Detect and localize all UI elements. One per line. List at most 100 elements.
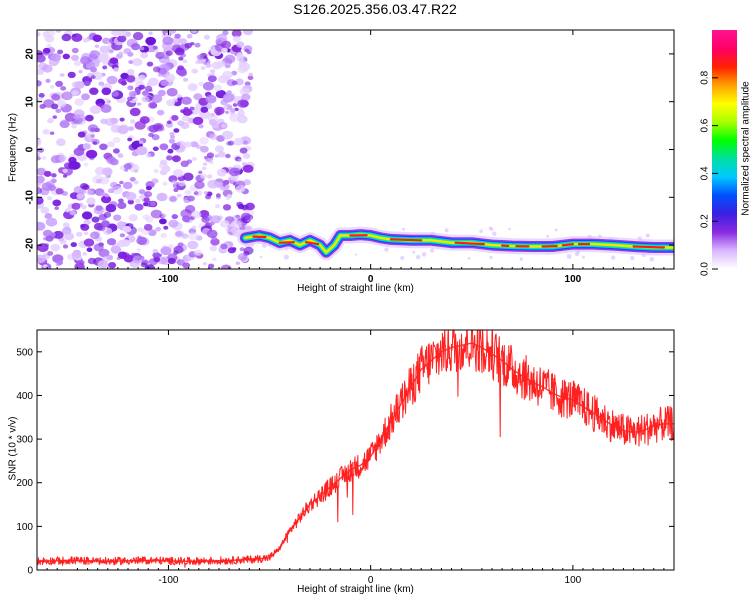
noise-blob [42,129,50,135]
noise-blob [57,49,64,55]
noise-blob [166,87,178,97]
noise-blob [37,147,44,153]
snr-ylabel: SNR (10 * v/v) [7,416,19,481]
noise-blob [217,151,226,158]
noise-blob [86,132,96,140]
noise-blob [98,248,110,258]
noise-blob [82,37,89,43]
noise-blob [222,105,228,110]
noise-blob [226,228,237,236]
noise-blob [81,204,87,210]
noise-blob [201,166,207,171]
noise-speck [508,227,511,231]
noise-blob [104,118,116,126]
noise-blob [112,136,121,144]
noise-blob [191,68,198,74]
noise-blob [140,262,147,268]
noise-blob [208,119,217,126]
noise-blob [71,81,80,88]
noise-blob [37,32,41,37]
noise-blob [152,252,161,259]
noise-blob [131,92,136,96]
noise-blob [107,188,115,194]
track-peak [389,238,423,242]
noise-blob [71,202,81,210]
noise-blob [138,140,144,144]
noise-blob [42,229,53,238]
noise-blob [184,42,192,49]
noise-blob [145,185,152,191]
noise-blob [106,75,118,85]
noise-blob [62,53,70,60]
noise-blob [131,43,141,51]
noise-blob [89,231,100,240]
noise-blob [117,201,127,210]
noise-blob [122,181,133,190]
noise-blob [180,109,186,113]
noise-blob [139,46,145,51]
noise-blob [179,38,187,45]
noise-blob [205,94,217,104]
noise-blob [133,180,139,185]
track-peak [561,243,575,247]
noise-blob [160,80,169,87]
noise-blob [237,110,245,117]
snr-axes: -100 0 100 0 100 200 300 400 500 [16,330,674,586]
noise-blob [37,152,40,157]
noise-speck [519,257,523,261]
noise-blob [165,50,173,56]
spectrogram-ylabel: Frequency (Hz) [7,113,19,182]
noise-blob [151,94,163,103]
noise-blob [229,108,236,113]
noise-blob [210,238,220,246]
noise-blob [210,215,221,224]
noise-blob [128,214,138,222]
noise-blob [106,156,117,165]
noise-blob [71,47,79,54]
noise-blob [55,108,61,114]
noise-blob [87,124,99,133]
noise-blob [45,235,54,242]
noise-blob [174,33,181,39]
snr-ytick-label: 500 [16,347,33,358]
noise-blob [242,153,251,159]
noise-blob [94,44,99,48]
noise-blob [200,66,206,70]
noise-blob [229,167,241,177]
noise-blob [80,183,89,190]
noise-blob [62,244,69,249]
noise-blob [173,128,180,133]
noise-blob [73,147,85,156]
snr-xlabel: Height of straight line (km) [297,584,414,595]
colorbar-tick-label: 0.6 [700,118,711,132]
noise-blob [40,206,50,214]
noise-blob [247,75,254,81]
noise-speck [259,255,263,259]
noise-blob [127,86,132,90]
snr-ytick-label: 400 [16,391,33,402]
noise-blob [163,225,169,230]
colorbar: 0.0 0.2 0.4 0.6 0.8 [700,30,737,276]
noise-blob [43,50,50,56]
noise-blob [219,220,230,228]
noise-blob [235,261,240,265]
noise-blob [177,120,185,126]
noise-blob [214,106,225,115]
noise-speck [283,254,289,260]
noise-blob [143,223,153,231]
noise-blob [239,87,250,96]
noise-blob [83,231,89,235]
noise-blob [237,65,249,74]
noise-blob [169,196,177,202]
noise-blob [237,158,242,162]
noise-blob [51,173,57,178]
colorbar-tick-label: 0.4 [700,166,711,180]
noise-blob [166,120,172,125]
noise-blob [199,137,209,145]
noise-blob [198,81,204,86]
spectrogram-signal-track [237,226,674,261]
noise-blob [225,110,230,114]
noise-blob [182,215,191,223]
noise-blob [150,209,163,219]
